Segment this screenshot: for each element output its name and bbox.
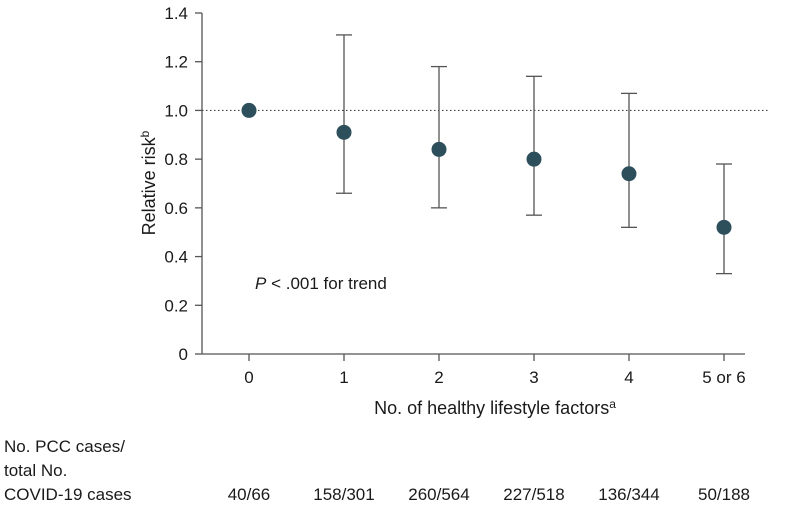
data-point bbox=[336, 124, 352, 140]
data-point bbox=[621, 166, 637, 182]
case-count: 260/564 bbox=[408, 485, 469, 504]
y-tick-label: 0.6 bbox=[164, 199, 188, 218]
x-tick-label: 1 bbox=[339, 368, 348, 387]
y-tick-label: 0.4 bbox=[164, 248, 188, 267]
x-tick-label: 5 or 6 bbox=[702, 368, 745, 387]
y-tick-label: 1.0 bbox=[164, 101, 188, 120]
x-tick-label: 0 bbox=[244, 368, 253, 387]
x-tick-label: 4 bbox=[624, 368, 633, 387]
case-table-label: total No. bbox=[4, 461, 67, 480]
data-point bbox=[716, 219, 732, 235]
x-tick-label: 2 bbox=[434, 368, 443, 387]
y-tick-label: 1.4 bbox=[164, 4, 188, 23]
data-point bbox=[431, 141, 447, 157]
y-axis-title: Relative riskb bbox=[138, 130, 159, 235]
case-table-label: COVID-19 cases bbox=[4, 485, 132, 504]
case-count: 227/518 bbox=[503, 485, 564, 504]
y-tick-label: 1.2 bbox=[164, 53, 188, 72]
x-axis-title: No. of healthy lifestyle factorsa bbox=[374, 397, 616, 418]
case-count: 158/301 bbox=[313, 485, 374, 504]
case-count: 136/344 bbox=[598, 485, 659, 504]
case-table-label: No. PCC cases/ bbox=[4, 437, 125, 456]
y-tick-label: 0.2 bbox=[164, 296, 188, 315]
case-count: 40/66 bbox=[228, 485, 271, 504]
trend-annotation: P < .001 for trend bbox=[255, 274, 387, 293]
data-point bbox=[526, 151, 542, 167]
x-tick-label: 3 bbox=[529, 368, 538, 387]
data-point bbox=[241, 102, 257, 118]
y-tick-label: 0.8 bbox=[164, 150, 188, 169]
y-tick-label: 0 bbox=[179, 345, 188, 364]
case-count: 50/188 bbox=[698, 485, 750, 504]
